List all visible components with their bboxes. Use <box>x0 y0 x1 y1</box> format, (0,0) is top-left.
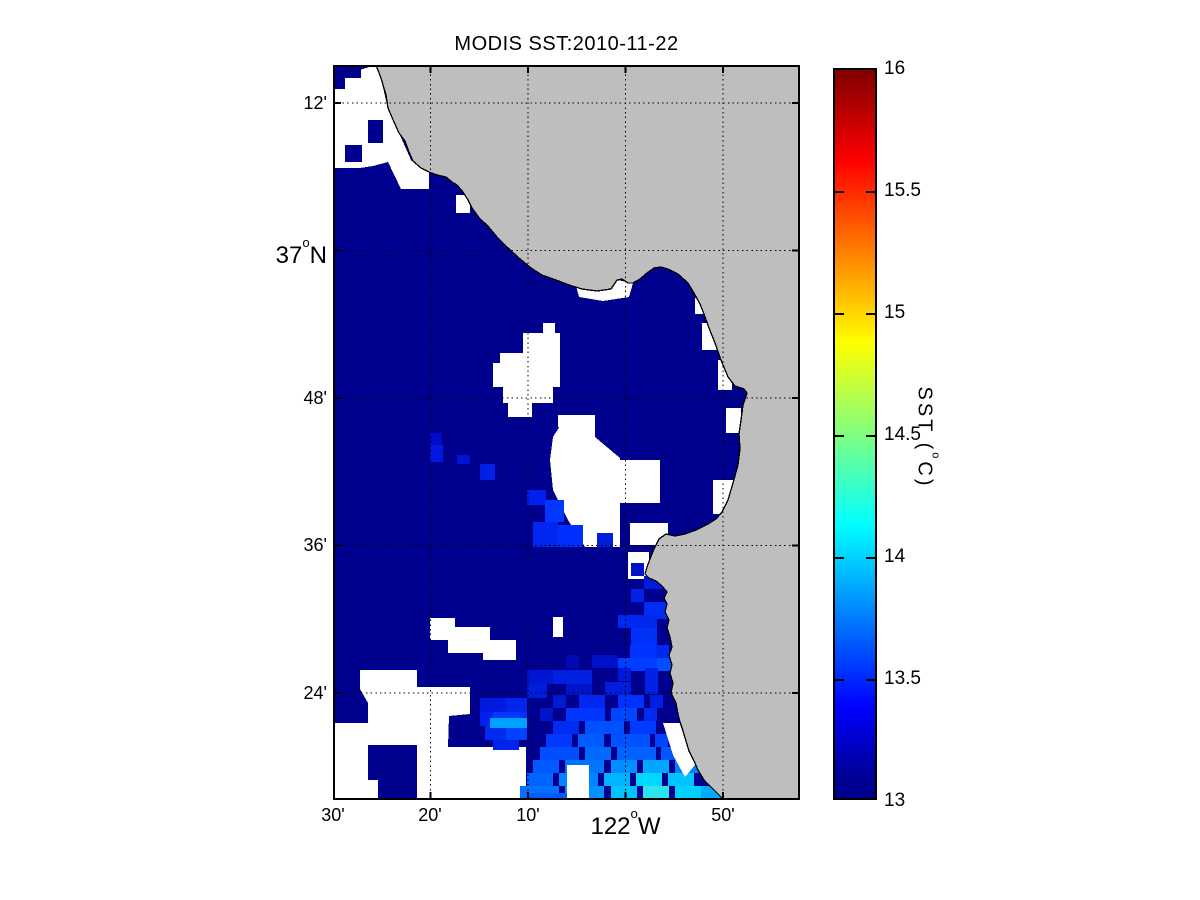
map-plot-area <box>333 64 801 801</box>
lat-hemisphere: N <box>309 242 327 269</box>
colorbar-tick-mark <box>866 313 875 315</box>
y-tick-label-36min: 36' <box>303 535 327 555</box>
colorbar-tick-16: 16 <box>884 58 906 79</box>
plot-border <box>333 65 800 800</box>
x-tick-label-30min: 30' <box>321 805 345 825</box>
colorbar-tick-mark <box>866 191 875 193</box>
y-tick-label-24min: 24' <box>303 683 327 703</box>
colorbar-axis-label: SST (oC) <box>911 373 942 503</box>
colorbar-label-unit: C) <box>913 461 936 489</box>
page-title: MODIS SST:2010-11-22 <box>454 33 679 55</box>
x-tick-label-10min: 10' <box>516 805 540 825</box>
colorbar-tick-15: 15 <box>884 302 906 323</box>
x-tick-label-50min: 50' <box>711 805 735 825</box>
colorbar-tick-mark <box>866 557 875 559</box>
colorbar-tick-14-5: 14.5 <box>884 424 921 445</box>
land-polygon <box>375 64 801 801</box>
colorbar-label-text: SST ( <box>913 386 936 453</box>
gridlines <box>333 65 800 800</box>
y-tick-label-48min: 48' <box>303 388 327 408</box>
colorbar-tick-mark <box>835 557 844 559</box>
lon-hemisphere: W <box>637 813 661 840</box>
colorbar-gradient <box>833 68 877 800</box>
x-tick-label-20min: 20' <box>418 805 442 825</box>
degree-symbol: o <box>929 452 942 462</box>
degree-symbol: o <box>630 805 638 821</box>
colorbar-tick-mark <box>835 313 844 315</box>
colorbar-tick-14: 14 <box>884 546 906 567</box>
colorbar-tick-13: 13 <box>884 790 906 811</box>
colorbar-tick-mark <box>866 435 875 437</box>
lon-degree-number: 122 <box>590 813 631 840</box>
y-tick-label-12min: 12' <box>303 93 327 113</box>
colorbar-tick-mark <box>835 679 844 681</box>
lat-degree-number: 37 <box>275 242 303 269</box>
colorbar-tick-mark <box>866 679 875 681</box>
y-tick-label-37N: 37oN <box>243 234 327 269</box>
colorbar-tick-mark <box>835 191 844 193</box>
colorbar-tick-13-5: 13.5 <box>884 668 921 689</box>
colorbar-tick-15-5: 15.5 <box>884 180 921 201</box>
x-tick-label-122W: 122oW <box>573 805 678 840</box>
colorbar-tick-mark <box>835 435 844 437</box>
sst-map <box>333 64 801 801</box>
cloud-patch-small <box>368 780 378 800</box>
degree-symbol: o <box>302 234 310 250</box>
